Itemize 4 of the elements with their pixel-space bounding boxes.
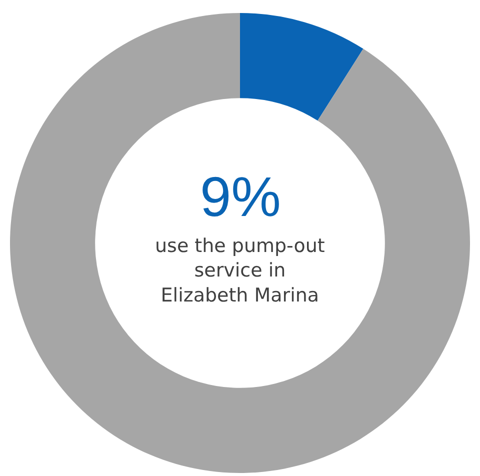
donut-slice xyxy=(240,13,364,121)
text: 9% xyxy=(200,165,281,228)
donut-slice xyxy=(10,13,470,473)
text: use the pump-out service in Elizabeth Marina xyxy=(155,235,325,306)
